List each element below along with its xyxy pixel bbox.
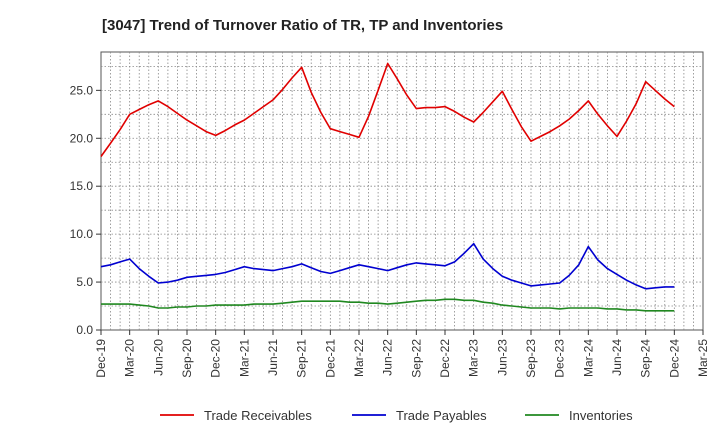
x-tick-label: Sep-21 bbox=[295, 339, 309, 378]
y-tick-label: 25.0 bbox=[70, 83, 94, 97]
series-lines bbox=[100, 62, 675, 312]
x-tick-label: Dec-21 bbox=[323, 339, 337, 378]
x-tick-label: Dec-23 bbox=[553, 339, 567, 378]
series-line-trade-receivables bbox=[100, 62, 675, 157]
legend-trade-receivables-label: Trade Receivables bbox=[204, 408, 312, 423]
x-tick-label: Mar-24 bbox=[581, 339, 595, 377]
y-tick-label: 15.0 bbox=[70, 179, 94, 193]
y-tick-label: 5.0 bbox=[76, 275, 93, 289]
legend-inventories-label: Inventories bbox=[569, 408, 633, 423]
x-tick-label: Mar-21 bbox=[237, 339, 251, 377]
x-tick-label: Mar-22 bbox=[352, 339, 366, 377]
series-line-inventories bbox=[101, 298, 675, 312]
x-tick-label: Jun-23 bbox=[495, 339, 509, 376]
x-axis: Dec-19 Mar-20 Jun-20 Sep-20 Dec-20 Mar-21 Jun-… bbox=[94, 330, 710, 378]
x-tick-label: Jun-22 bbox=[381, 339, 395, 376]
x-tick-label: Dec-24 bbox=[667, 339, 681, 378]
x-tick-label: Mar-23 bbox=[467, 339, 481, 377]
y-tick-label: 20.0 bbox=[70, 131, 94, 145]
x-tick-label: Dec-20 bbox=[209, 339, 223, 378]
x-tick-label: Sep-24 bbox=[639, 339, 653, 378]
legend: Trade Receivables Trade Payables Inventori… bbox=[160, 408, 633, 423]
x-tick-label: Mar-25 bbox=[696, 339, 710, 377]
x-tick-label: Sep-23 bbox=[524, 339, 538, 378]
x-tick-label: Sep-22 bbox=[409, 339, 423, 378]
legend-trade-payables-label: Trade Payables bbox=[396, 408, 487, 423]
x-tick-label: Dec-19 bbox=[94, 339, 108, 378]
x-tick-label: Jun-20 bbox=[151, 339, 165, 376]
x-tick-label: Sep-20 bbox=[180, 339, 194, 378]
x-tick-label: Jun-21 bbox=[266, 339, 280, 376]
chart-title: [3047] Trend of Turnover Ratio of TR, TP… bbox=[102, 17, 503, 34]
x-tick-label: Jun-24 bbox=[610, 339, 624, 376]
plot-area bbox=[100, 51, 704, 331]
y-axis: 0.0 5.0 10.0 15.0 20.0 25.0 bbox=[70, 83, 101, 337]
y-tick-label: 0.0 bbox=[76, 323, 93, 337]
series-line-trade-payables bbox=[100, 242, 675, 290]
y-tick-label: 10.0 bbox=[70, 227, 94, 241]
x-tick-label: Mar-20 bbox=[123, 339, 137, 377]
x-tick-label: Dec-22 bbox=[438, 339, 452, 378]
